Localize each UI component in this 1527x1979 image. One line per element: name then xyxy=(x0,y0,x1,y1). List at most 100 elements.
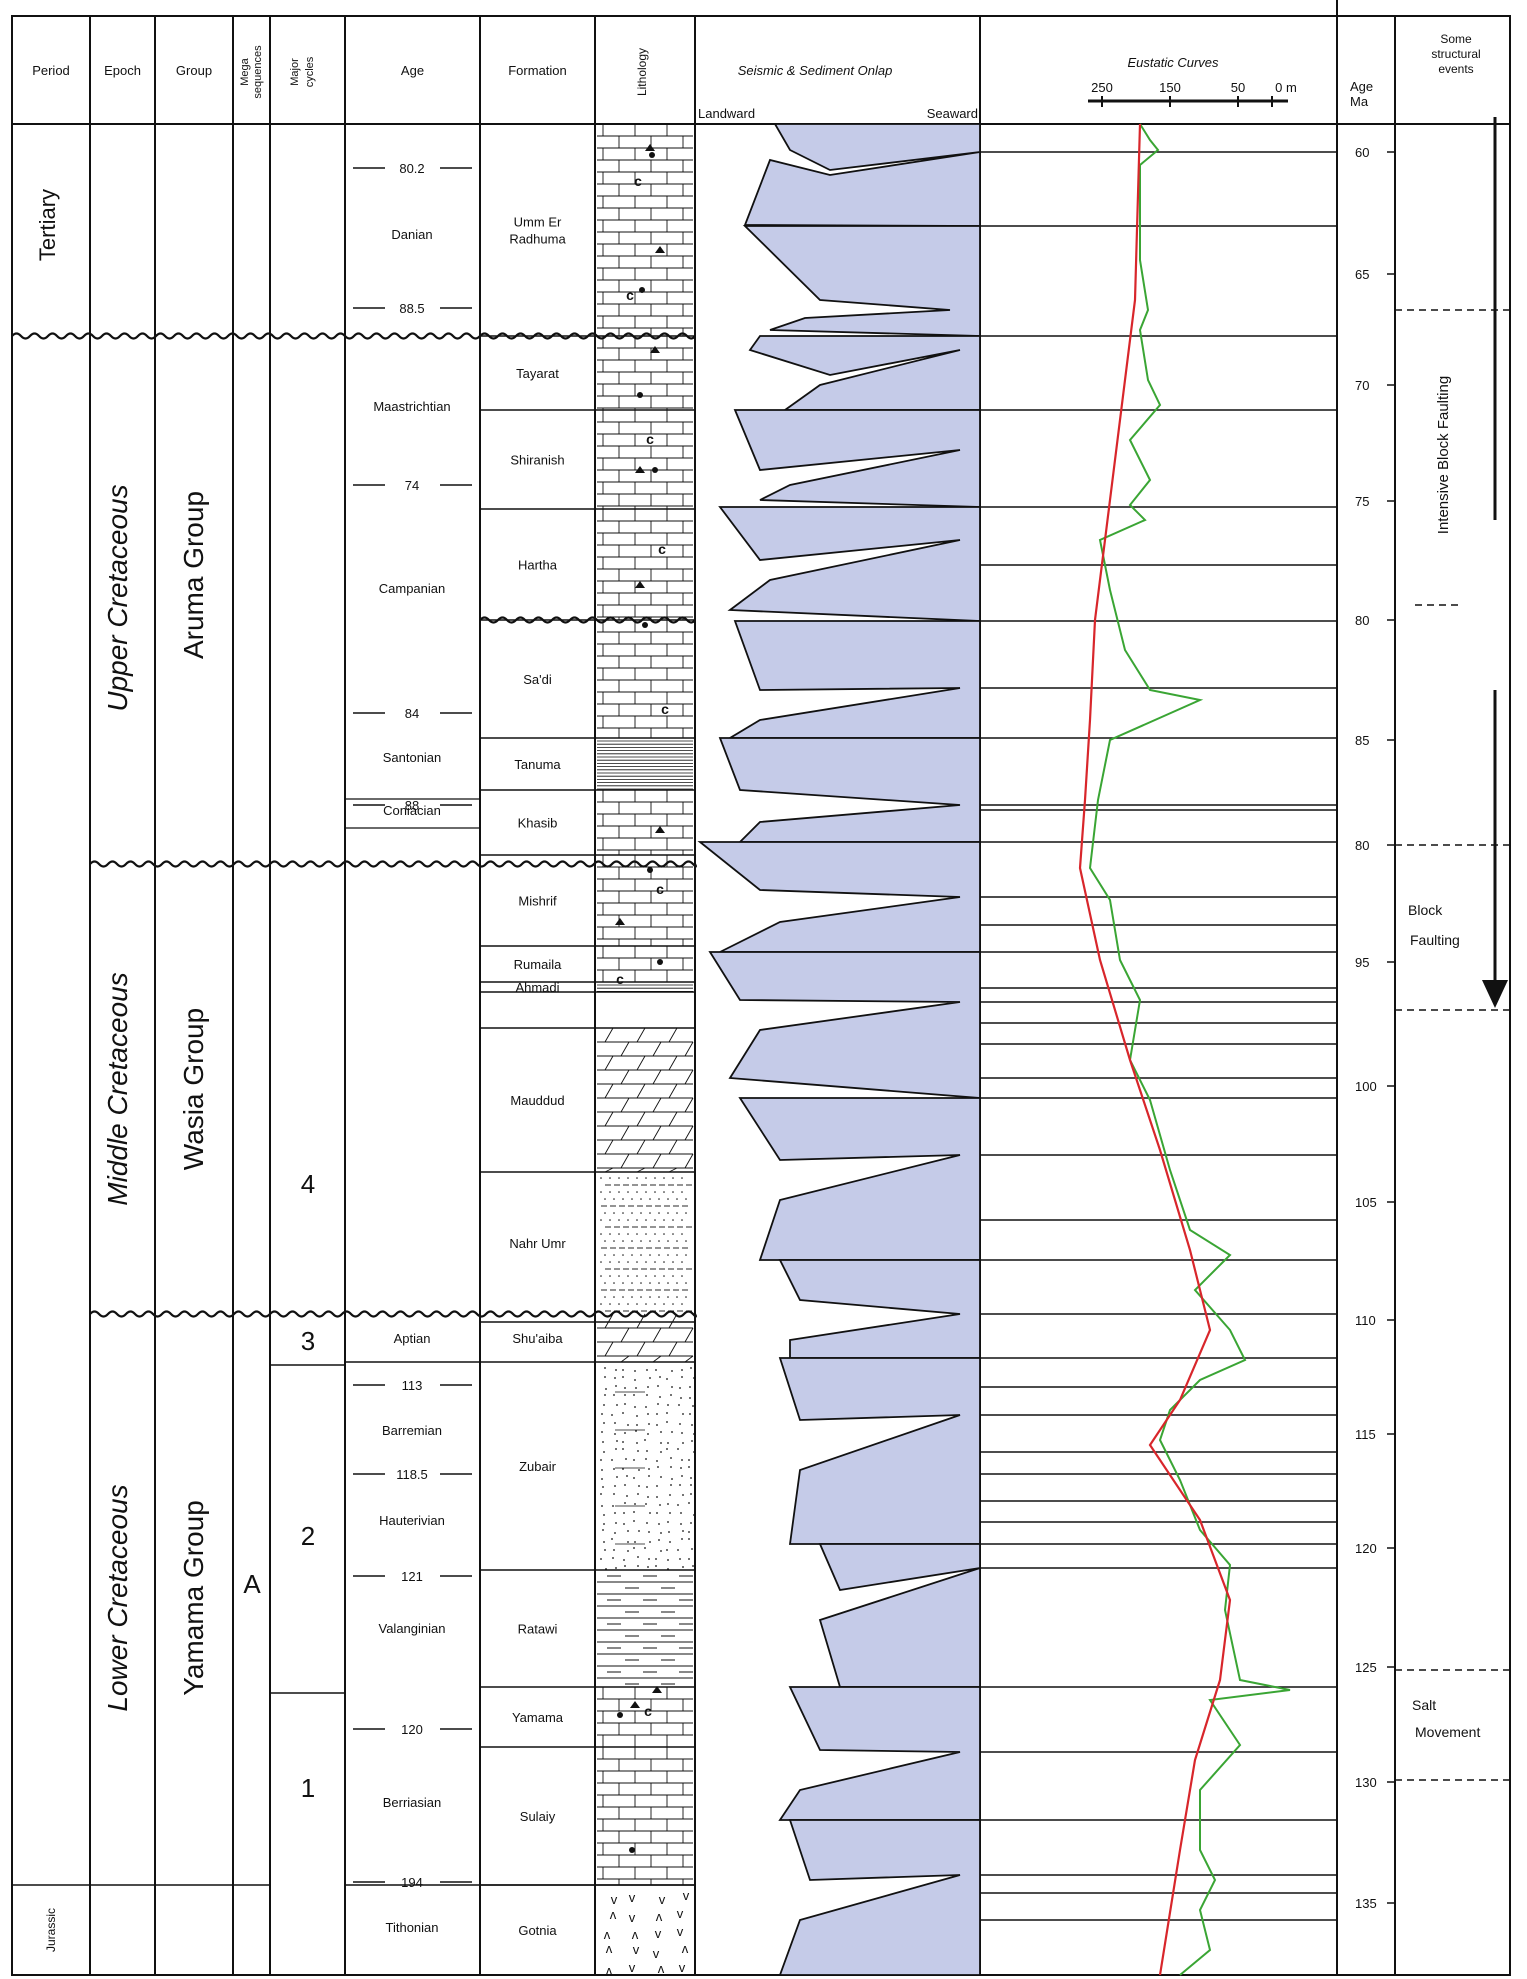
lith-sand-dot xyxy=(667,1442,669,1444)
lith-sand-dot xyxy=(640,1198,642,1200)
lith-sand-dot xyxy=(672,1177,674,1179)
stage-label: Hauterivian xyxy=(379,1513,445,1528)
lith-sand-dot xyxy=(681,1369,683,1371)
lith-sand-dot xyxy=(613,1254,615,1256)
lith-sand-dot xyxy=(646,1394,648,1396)
lith-sand-dot xyxy=(603,1523,605,1525)
lith-dolo-slash xyxy=(636,1083,646,1099)
lith-sand-dot xyxy=(681,1261,683,1263)
lith-sand-dot xyxy=(622,1468,624,1470)
age-axis-label: 60 xyxy=(1355,145,1369,160)
formation-name: Khasib xyxy=(518,816,558,831)
formation-name: Shu'aiba xyxy=(512,1331,563,1346)
lith-sand-dot xyxy=(676,1254,678,1256)
lith-sand-dot xyxy=(658,1296,660,1298)
lith-sand-dot xyxy=(624,1387,626,1389)
lith-sand-dot xyxy=(680,1467,682,1469)
lith-sand-dot xyxy=(624,1565,626,1567)
lith-sand-dot xyxy=(667,1503,669,1505)
lith-dolo-slash xyxy=(636,1167,646,1173)
lith-dolo-slash xyxy=(668,1341,678,1357)
lith-sand-dot xyxy=(604,1282,606,1284)
lith-sand-dot xyxy=(658,1523,660,1525)
formation-name: Sa'di xyxy=(523,672,552,687)
header-age: Age xyxy=(401,63,424,78)
lith-sand-dot xyxy=(640,1296,642,1298)
lith-anhydrite-mark: v xyxy=(677,1924,684,1939)
lith-sand-dot xyxy=(627,1541,629,1543)
lith-sand-dot xyxy=(600,1261,602,1263)
lith-sand-dot xyxy=(649,1541,651,1543)
lith-sand-dot xyxy=(685,1240,687,1242)
lith-dolo-slash xyxy=(604,1111,614,1127)
lith-sand-dot xyxy=(618,1177,620,1179)
lith-sand-dot xyxy=(638,1485,640,1487)
event-block-faulting: Faulting xyxy=(1410,932,1460,948)
lith-sand-dot xyxy=(611,1414,613,1416)
lith-sand-dot xyxy=(613,1198,615,1200)
unconformity-wavy-line xyxy=(89,1310,697,1318)
lith-sand-dot xyxy=(676,1198,678,1200)
lith-sand-dot xyxy=(646,1369,648,1371)
lith-sand-dot xyxy=(634,1370,636,1372)
lith-sand-dot xyxy=(623,1512,625,1514)
lith-sand-dot xyxy=(645,1233,647,1235)
age-marker-value: 194 xyxy=(401,1875,423,1890)
lith-sand-dot xyxy=(647,1566,649,1568)
lith-dolo-slash xyxy=(652,1097,662,1113)
lith-sand-dot xyxy=(680,1523,682,1525)
lith-sand-dot xyxy=(681,1177,683,1179)
header-major: cycles xyxy=(304,56,316,87)
lith-dolo-slash xyxy=(684,1125,694,1141)
stage-label: Coniacian xyxy=(383,803,441,818)
age-marker-value: 118.5 xyxy=(396,1467,428,1482)
lith-sand-dot xyxy=(603,1451,605,1453)
lith-dolo-slash xyxy=(620,1153,630,1169)
lith-sand-dot xyxy=(640,1240,642,1242)
lith-sand-dot xyxy=(667,1282,669,1284)
lith-sand-dot xyxy=(609,1303,611,1305)
lith-sand-dot xyxy=(645,1303,647,1305)
formation-name: Rumaila xyxy=(514,957,562,972)
lith-sand-dot xyxy=(691,1424,693,1426)
lith-sand-dot xyxy=(645,1275,647,1277)
group-aruma: Aruma Group xyxy=(178,491,209,659)
formation-name: Mishrif xyxy=(518,894,557,909)
epoch-lower-cretaceous: Lower Cretaceous xyxy=(102,1484,133,1711)
lith-sand-dot xyxy=(644,1439,646,1441)
lith-sand-dot xyxy=(600,1191,602,1193)
lith-sand-dot xyxy=(656,1424,658,1426)
lith-dolo-slash xyxy=(604,1083,614,1099)
formation-name: Ahmadi xyxy=(515,980,559,995)
lith-sand-dot xyxy=(601,1478,603,1480)
lith-sand-dot xyxy=(626,1475,628,1477)
lith-dolo-slash xyxy=(652,1327,662,1343)
lith-sand-dot xyxy=(679,1423,681,1425)
lith-sand-dot xyxy=(649,1198,651,1200)
lith-sand-dot xyxy=(685,1282,687,1284)
lith-sand-dot xyxy=(613,1549,615,1551)
lith-sand-dot xyxy=(676,1282,678,1284)
age-marker-value: 80.2 xyxy=(399,161,424,176)
lith-sand-dot xyxy=(622,1296,624,1298)
lith-sand-dot xyxy=(645,1458,647,1460)
lith-dolo-slash xyxy=(636,1341,646,1357)
lith-sand-dot xyxy=(638,1469,640,1471)
lith-sand-dot xyxy=(636,1275,638,1277)
major-cycle-1: 1 xyxy=(301,1773,315,1803)
lith-sand-dot xyxy=(636,1177,638,1179)
lith-sand-dot xyxy=(614,1377,616,1379)
stage-label: Tithonian xyxy=(386,1920,439,1935)
lith-fossil-mark xyxy=(615,918,625,925)
onlap-wedge xyxy=(718,737,981,843)
header-events: Some xyxy=(1440,32,1472,46)
lith-anhydrite-mark: v xyxy=(683,1888,690,1903)
lith-sand-dot xyxy=(668,1531,670,1533)
lith-sand-dot xyxy=(622,1282,624,1284)
lith-sand-dot xyxy=(678,1404,680,1406)
lith-sand-dot xyxy=(654,1275,656,1277)
lith-sand-dot xyxy=(688,1538,690,1540)
lith-sand-dot xyxy=(636,1424,638,1426)
lith-sand-dot xyxy=(663,1219,665,1221)
epoch-middle-cretaceous: Middle Cretaceous xyxy=(102,972,133,1205)
